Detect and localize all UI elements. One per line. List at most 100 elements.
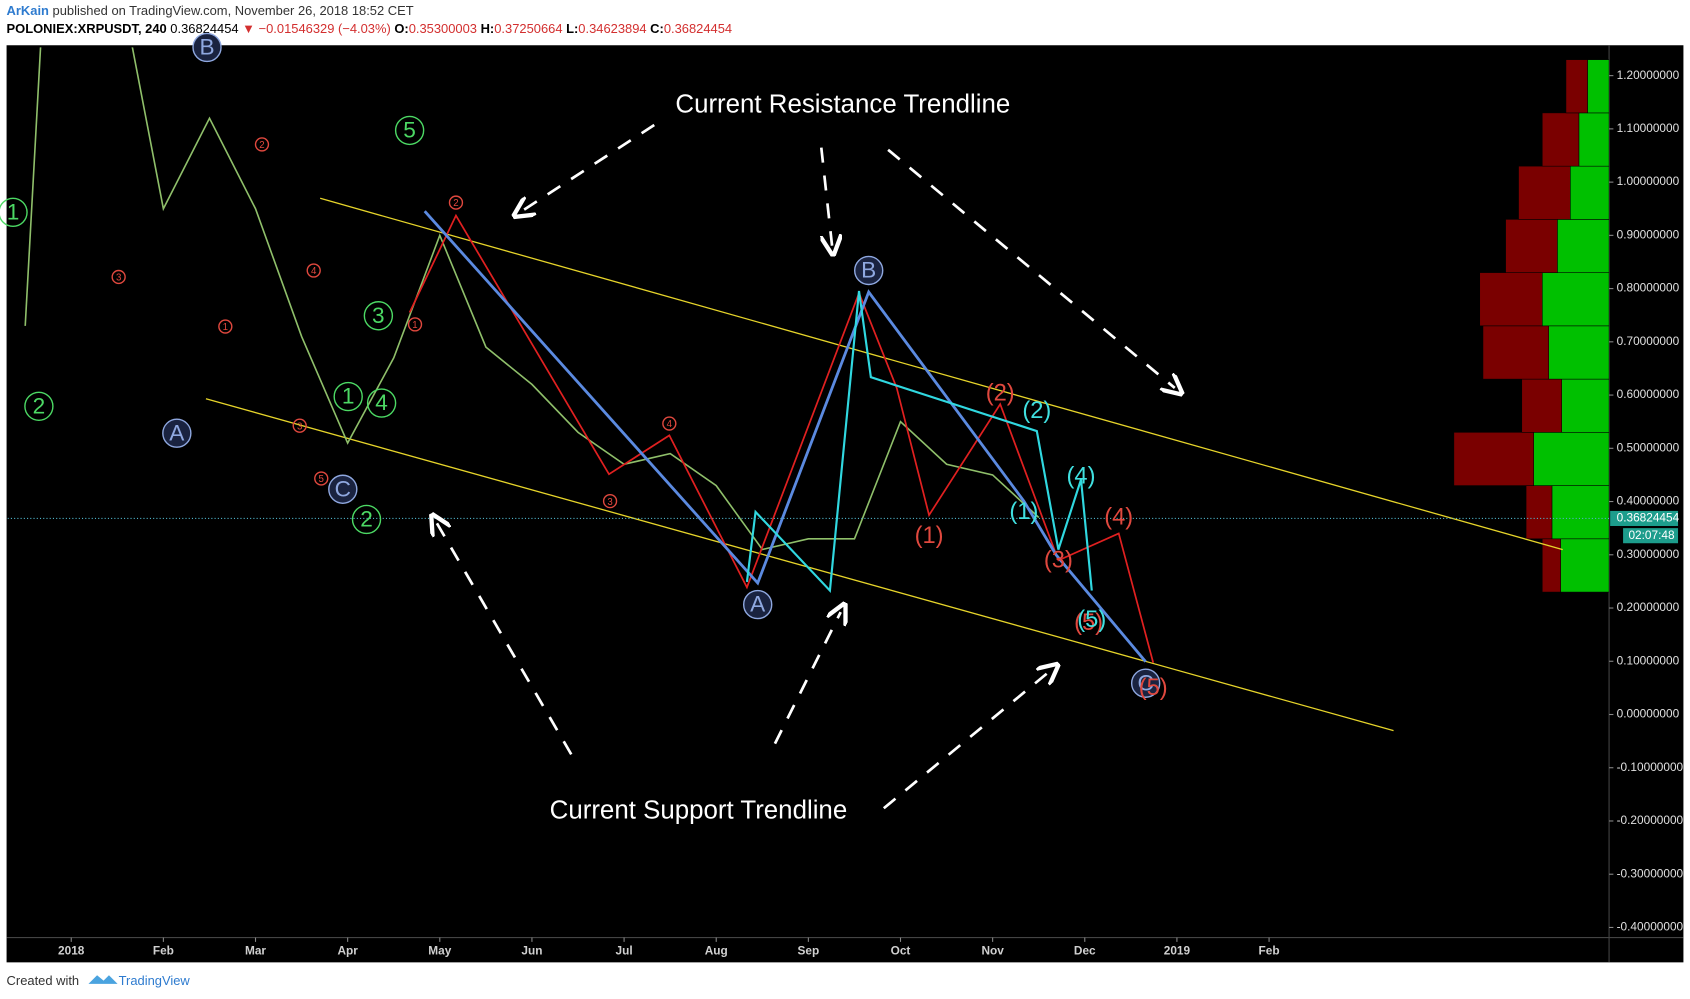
wave-label: 3 (607, 497, 612, 508)
wave-circle (366, 388, 397, 418)
open: 0.35300003 (409, 22, 477, 37)
x-tick-label: Jun (521, 944, 542, 958)
profile-down (1541, 112, 1580, 167)
high: 0.37250664 (494, 22, 562, 37)
x-tick-label: Dec (1074, 944, 1096, 958)
wave-label: 1 (342, 384, 355, 409)
wave-label: 3 (372, 303, 385, 328)
wave-label: (3) (1044, 548, 1073, 574)
wave-circle (192, 32, 222, 63)
profile-up (1587, 59, 1610, 114)
wave-path (423, 210, 1147, 663)
wave-label: (5) (1074, 610, 1103, 636)
wave-circle (162, 418, 192, 448)
y-tick-label: 0.80000000 (1617, 281, 1680, 295)
tv-logo (88, 975, 118, 984)
profile-down (1482, 325, 1549, 380)
wave-circle (314, 471, 329, 486)
profile-down (1479, 272, 1543, 327)
y-tick-label: 0.90000000 (1617, 227, 1680, 241)
profile-up (1557, 219, 1610, 273)
wave-label: (4) (1104, 505, 1133, 531)
o-label: O: (394, 22, 408, 37)
y-tick-label: -0.10000000 (1617, 760, 1684, 774)
wave-circle (363, 301, 394, 331)
wave-circle (602, 493, 618, 509)
wave-circle (394, 115, 425, 146)
wave-label: (1) (1009, 499, 1038, 525)
x-tick-label: Mar (245, 944, 266, 958)
wave-circle (448, 195, 464, 210)
profile-down (1453, 432, 1534, 486)
y-tick-label: -0.40000000 (1617, 920, 1684, 934)
profile-up (1560, 538, 1610, 593)
profile-up (1561, 378, 1610, 433)
created-with: Created with (7, 973, 80, 988)
h-label: H: (481, 22, 495, 37)
low: 0.34623894 (578, 22, 646, 37)
profile-up (1533, 432, 1610, 486)
wave-circle (328, 474, 358, 504)
symbol-line: POLONIEX:XRPUSDT, 240 0.36824454 ▼ −0.01… (7, 22, 733, 37)
y-tick-label: 0.50000000 (1617, 440, 1680, 454)
symbol: POLONIEX:XRPUSDT, 240 (7, 22, 167, 37)
x-tick-label: 2019 (1164, 944, 1191, 958)
wave-label: (4) (1067, 464, 1096, 490)
wave-label: 1 (7, 199, 20, 224)
profile-down (1521, 378, 1562, 433)
trendline (205, 398, 1394, 732)
x-tick-label: Sep (797, 944, 819, 958)
wave-label: 3 (297, 421, 302, 432)
c-label: C: (650, 22, 664, 37)
wave-circle (218, 319, 233, 334)
countdown: 02:07:48 (1628, 528, 1675, 542)
profile-up (1570, 165, 1610, 220)
wave-label: 5 (403, 117, 416, 142)
wave-circle (0, 197, 28, 228)
x-tick-label: Apr (337, 944, 358, 958)
wave-label: 4 (311, 266, 317, 277)
wave-circle (24, 391, 54, 421)
wave-circle (853, 255, 884, 286)
profile-up (1578, 112, 1610, 167)
y-tick-label: -0.20000000 (1617, 813, 1684, 827)
wave-label: 3 (116, 273, 121, 284)
annotation: Current Resistance Trendline (675, 90, 1010, 118)
wave-label: B (861, 258, 876, 283)
overlay: -0.40000000 -0.30000000 -0.20000000 -0.1000… (0, 32, 1684, 958)
publisher[interactable]: ArKain (7, 3, 49, 18)
tradingview-link[interactable]: TradingView (119, 973, 191, 988)
l-label: L: (566, 22, 578, 37)
wave-label: 2 (453, 198, 458, 209)
wave-circle (351, 504, 382, 535)
wave-circle (333, 381, 363, 412)
wave-label: (5) (1077, 607, 1106, 633)
x-tick-label: Oct (891, 944, 911, 958)
profile-up (1541, 272, 1610, 327)
y-tick-label: 0.00000000 (1617, 707, 1680, 721)
profile-down (1565, 59, 1588, 114)
wave-label: 1 (412, 320, 417, 331)
wave-label: 2 (259, 140, 264, 151)
y-tick-label: 0.40000000 (1617, 494, 1680, 508)
x-tick-label: Jul (616, 944, 633, 958)
wave-label: 4 (667, 419, 673, 430)
header-line: ArKain published on TradingView.com, Nov… (7, 3, 414, 18)
wave-label: 2 (33, 393, 46, 418)
last-price-box (1610, 510, 1679, 526)
wave-label: (5) (1139, 675, 1168, 701)
profile-down (1505, 219, 1558, 273)
arrow (773, 612, 841, 745)
price-line (24, 47, 1040, 551)
wave-label: 2 (360, 506, 373, 531)
wave-label: 4 (375, 390, 388, 415)
wave-label: 5 (319, 474, 324, 485)
y-tick-label: 0.10000000 (1617, 653, 1680, 667)
x-tick-label: Feb (153, 944, 174, 958)
wave-label: C (335, 476, 351, 501)
wave-label: 1 (223, 322, 228, 333)
y-tick-label: 0.60000000 (1617, 387, 1680, 401)
annotation: Current Support Trendline (550, 796, 848, 824)
x-tick-label: Aug (705, 944, 728, 958)
published: published on TradingView.com, November 2… (53, 3, 414, 18)
